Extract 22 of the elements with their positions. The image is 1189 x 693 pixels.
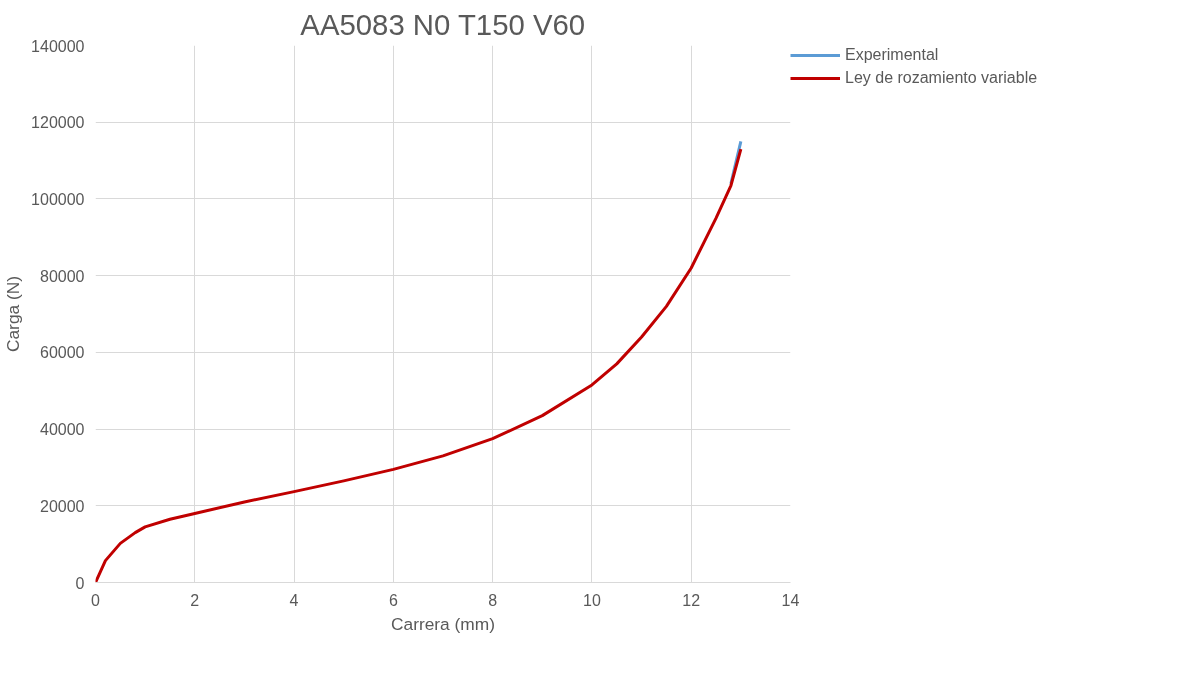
x-tick-label: 10 (583, 591, 601, 609)
y-tick-label: 140000 (31, 37, 85, 55)
line-series (95, 147, 743, 583)
y-tick-label: 120000 (31, 114, 85, 132)
x-tick-label: 14 (781, 591, 800, 609)
y-tick-label: 20000 (40, 497, 85, 515)
y-tick-label: 0 (75, 574, 85, 592)
x-tick-label: 4 (289, 591, 299, 609)
x-tick-label: 6 (388, 591, 398, 609)
y-tick-label: 100000 (31, 190, 85, 208)
x-tick-label: 2 (190, 591, 200, 609)
chart-title: AA5083 N0 T150 V60 (300, 7, 586, 41)
y-axis-title: Carga (N) (3, 275, 24, 353)
legend-label: Ley de rozamiento variable (845, 69, 1038, 87)
y-tick-label: 40000 (40, 421, 85, 439)
x-tick-label: 12 (682, 591, 701, 609)
y-tick-label: 80000 (40, 267, 85, 285)
x-axis-title: Carrera (mm) (391, 613, 495, 634)
x-tick-label: 8 (488, 591, 498, 609)
y-tick-label: 60000 (40, 344, 85, 362)
legend-label: Experimental (845, 46, 939, 64)
x-tick-label: 0 (91, 591, 101, 609)
